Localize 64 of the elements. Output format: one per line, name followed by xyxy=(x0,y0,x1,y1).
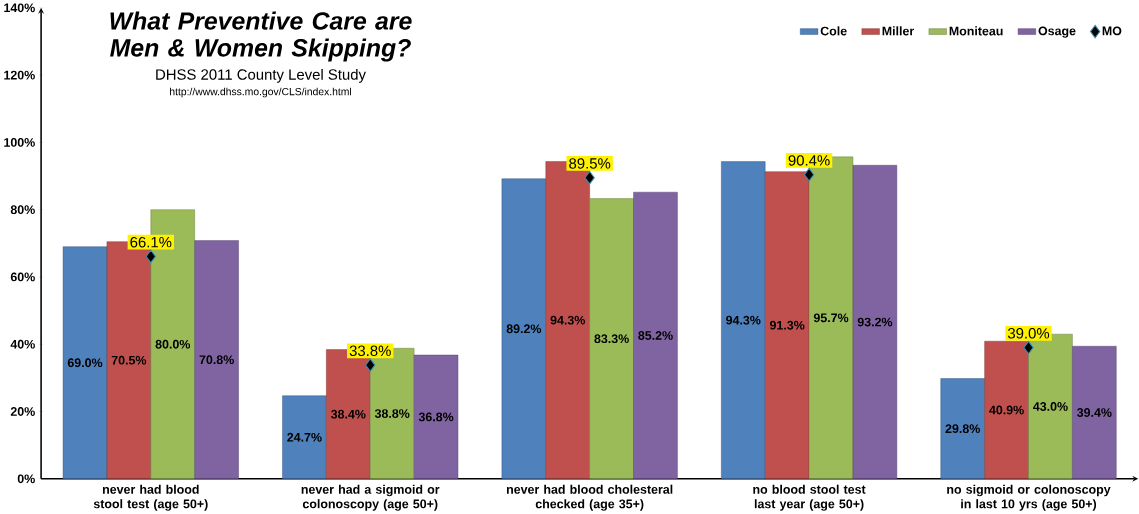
data-label: 93.2% xyxy=(857,317,893,327)
point xyxy=(584,170,595,185)
data-label: 38.4% xyxy=(330,409,366,419)
bar xyxy=(413,354,459,479)
legend-label: Miller xyxy=(882,26,915,36)
y-tick-label: 80% xyxy=(10,205,35,214)
x-tick-label: never had blood stool test (age 50+) xyxy=(93,484,208,511)
data-label: 94.3% xyxy=(550,315,585,325)
point xyxy=(1023,340,1034,355)
bar xyxy=(194,240,239,479)
data-label: 94.3% xyxy=(726,315,761,325)
y-tick-label: 140% xyxy=(4,3,35,13)
data-label: 39.0% xyxy=(1007,327,1050,339)
bar xyxy=(984,340,1029,479)
annotation: http://www.dhss.mo.gov/CLS/index.html xyxy=(170,87,351,98)
data-label: 29.8% xyxy=(945,424,980,433)
x-tick-label: never had a sigmoid or colonoscopy (age 50+) xyxy=(301,484,440,511)
bar xyxy=(282,395,327,479)
point xyxy=(145,249,156,264)
y-tick-label: 120% xyxy=(4,70,35,80)
bar xyxy=(501,178,546,479)
data-label: 33.8% xyxy=(349,345,391,356)
bar xyxy=(940,378,985,479)
x-tick-label: never had blood cholesteral checked (age 35+) xyxy=(506,484,673,511)
y-tick-label: 40% xyxy=(10,339,35,349)
y-tick-label: 100% xyxy=(4,137,35,147)
legend-label: Moniteau xyxy=(949,26,1003,36)
data-label: 66.1% xyxy=(130,236,172,248)
x-tick-label: no blood stool test last year (age 50+) xyxy=(753,484,866,511)
x-tick-label: no sigmoid or colonoscopy in last 10 yrs (age 50+) xyxy=(947,484,1111,511)
data-label: 70.8% xyxy=(199,355,234,364)
y-tick-label: 20% xyxy=(10,407,35,416)
data-label: 39.4% xyxy=(1077,408,1112,417)
data-label: 69.0% xyxy=(67,358,103,368)
text: DHSS 2011 County Level Study xyxy=(156,68,366,83)
data-label: 85.2% xyxy=(638,330,673,340)
data-label: 80.0% xyxy=(155,339,191,349)
data-label: 24.7% xyxy=(287,432,322,442)
data-label: 36.8% xyxy=(418,412,454,422)
data-label: 70.5% xyxy=(111,355,147,365)
bar xyxy=(62,246,108,479)
legend-label: Osage xyxy=(1038,26,1076,38)
data-label: 40.9% xyxy=(989,405,1024,415)
data-label: 43.0% xyxy=(1033,401,1068,411)
bar xyxy=(852,164,898,479)
data-label: 91.3% xyxy=(769,320,805,330)
data-label: 89.5% xyxy=(569,158,611,169)
data-label: 89.2% xyxy=(506,324,542,334)
legend-label: MO xyxy=(1102,26,1122,36)
bar xyxy=(721,161,766,479)
point xyxy=(803,167,815,182)
data-label: 95.7% xyxy=(813,313,849,323)
y-tick-label: 60% xyxy=(10,272,35,282)
bar xyxy=(764,171,810,479)
legend-label: Cole xyxy=(820,26,847,36)
text: What Preventive Care are Men & Women Skipping? xyxy=(110,11,412,62)
point xyxy=(365,358,376,372)
bar xyxy=(589,198,634,479)
y-tick-label: 0% xyxy=(17,474,35,484)
data-label: 90.4% xyxy=(788,155,830,166)
data-label: 38.8% xyxy=(374,409,410,418)
bar xyxy=(1072,345,1117,479)
data-label: 83.3% xyxy=(594,334,629,343)
bar xyxy=(633,191,678,479)
